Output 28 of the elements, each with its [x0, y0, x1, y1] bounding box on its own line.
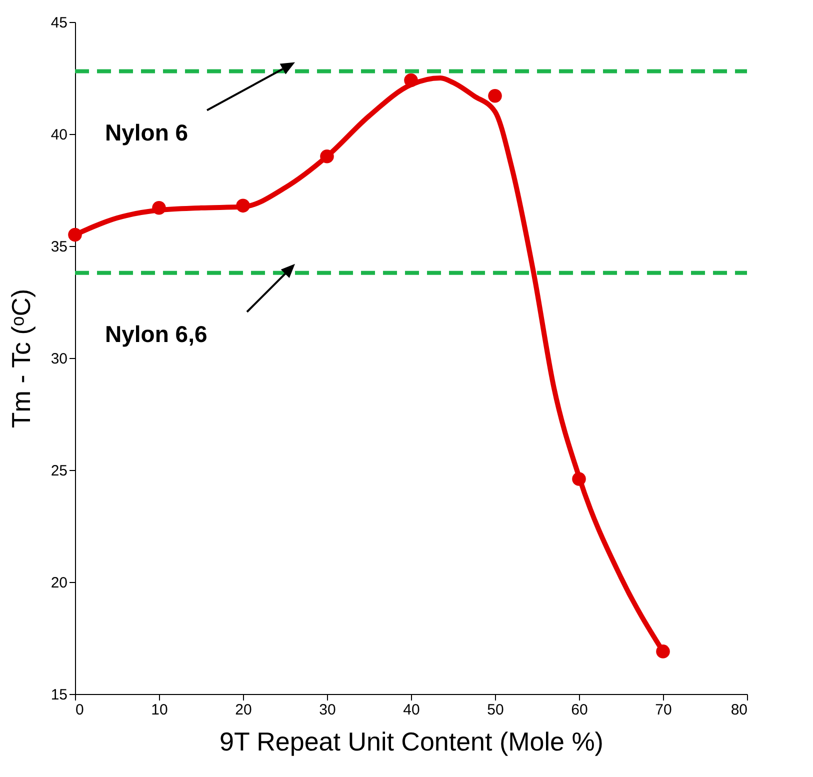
point [320, 150, 334, 164]
ref-line-label: Nylon 6,6 [105, 320, 208, 347]
x-tick-label: 70 [655, 702, 672, 718]
y-tick-label: 25 [50, 462, 68, 480]
x-tick-label: 50 [487, 702, 504, 718]
x-tick-label: 20 [235, 702, 252, 718]
y-tick-label: 20 [50, 574, 68, 592]
x-tick-label: 40 [403, 702, 420, 718]
point [404, 73, 418, 88]
point [572, 472, 586, 486]
y-axis-title: Tm - Tc (ᵒC) [6, 288, 36, 428]
y-tick-label: 35 [50, 238, 68, 256]
x-tick-label: 30 [319, 702, 336, 718]
x-tick-label: 0 [76, 702, 84, 718]
point [656, 644, 670, 658]
point [152, 201, 166, 215]
y-tick-label: 30 [50, 350, 68, 368]
y-tick-label: 40 [50, 126, 68, 144]
x-axis-title: 9T Repeat Unit Content (Mole %) [220, 726, 604, 756]
point [68, 228, 82, 242]
point [488, 89, 502, 103]
x-tick-label: 60 [571, 702, 588, 718]
ref-line-label: Nylon 6 [105, 119, 188, 146]
y-tick-label: 15 [50, 686, 68, 704]
x-tick-label: 10 [151, 702, 168, 718]
y-tick-label: 45 [50, 14, 68, 32]
x-tick-label: 80 [730, 702, 748, 718]
point [236, 198, 250, 213]
